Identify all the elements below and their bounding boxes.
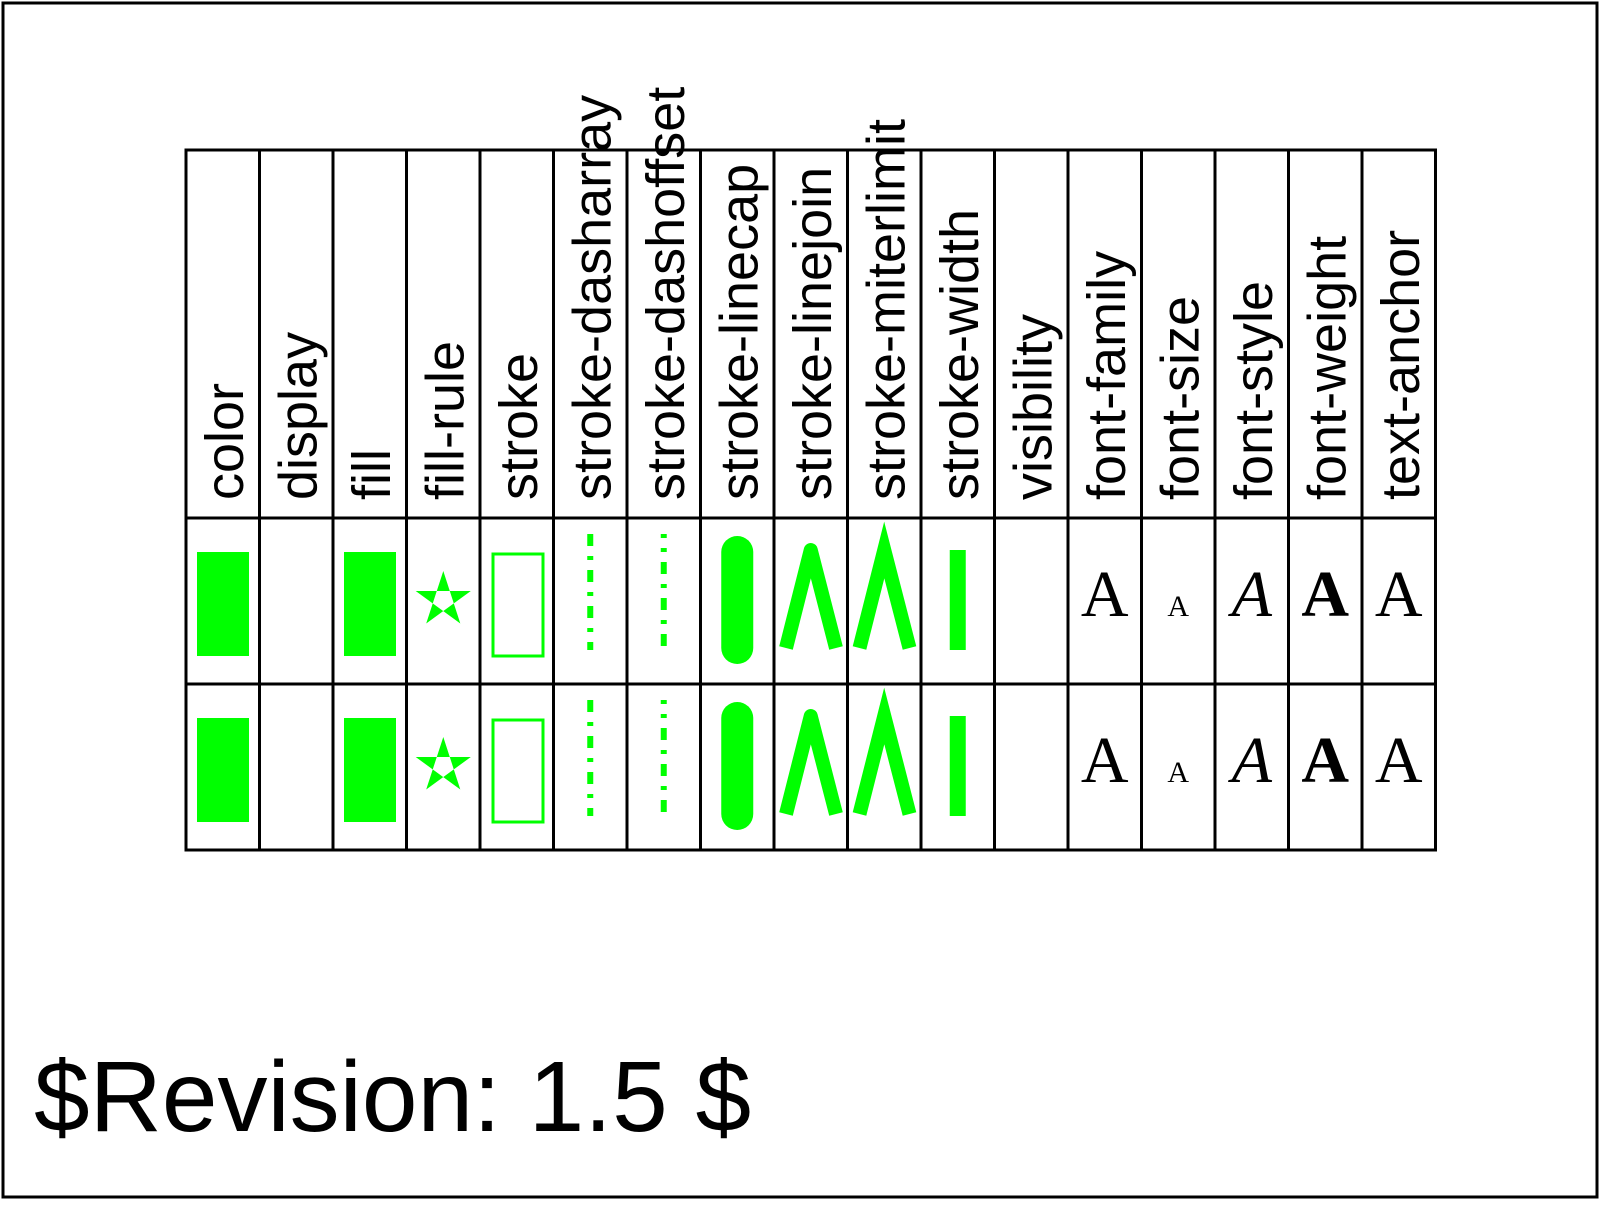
header-fill-rule: fill-rule <box>415 341 475 500</box>
color-sample <box>197 552 249 656</box>
color-sample <box>197 718 249 822</box>
miterlimit-sample <box>852 521 917 650</box>
header-stroke-dasharray: stroke-dasharray <box>562 95 622 500</box>
header-font-size: font-size <box>1150 296 1210 500</box>
header-color: color <box>195 383 255 500</box>
linejoin-sample <box>779 709 843 816</box>
revision-label: $Revision: 1.5 $ <box>34 1041 751 1153</box>
linejoin-sample <box>779 543 843 650</box>
font-weight-sample: A <box>1301 724 1349 797</box>
font-family-sample: A <box>1081 724 1129 797</box>
fill-sample <box>344 552 396 656</box>
font-size-sample: A <box>1167 590 1189 623</box>
header-stroke-dashoffset: stroke-dashoffset <box>636 87 696 500</box>
stroke-sample <box>491 552 545 658</box>
miterlimit-sample <box>852 687 917 816</box>
header-stroke: stroke <box>489 353 549 500</box>
property-table: color display fill fill-rule stroke stroke-da… <box>184 87 1437 852</box>
text-anchor-sample: A <box>1375 558 1423 631</box>
header-display: display <box>268 332 328 500</box>
header-stroke-linecap: stroke-linecap <box>709 164 769 500</box>
stroke-sample <box>491 718 545 824</box>
font-style-sample: A <box>1228 558 1273 631</box>
header-fill: fill <box>342 449 402 500</box>
header-font-style: font-style <box>1224 281 1284 500</box>
font-style-sample: A <box>1228 724 1273 797</box>
header-visibility: visibility <box>1003 314 1063 500</box>
header-font-family: font-family <box>1077 251 1137 500</box>
header-stroke-width: stroke-width <box>930 209 990 500</box>
fill-rule-star <box>415 571 471 624</box>
table-frame <box>184 148 1437 852</box>
header-stroke-linejoin: stroke-linejoin <box>783 167 843 500</box>
header-font-weight: font-weight <box>1297 236 1357 500</box>
fill-sample <box>344 718 396 822</box>
font-weight-sample: A <box>1301 558 1349 631</box>
font-size-sample: A <box>1167 756 1189 789</box>
text-anchor-sample: A <box>1375 724 1423 797</box>
font-family-sample: A <box>1081 558 1129 631</box>
fill-rule-star <box>415 737 471 790</box>
header-text-anchor: text-anchor <box>1371 230 1431 500</box>
header-stroke-miterlimit: stroke-miterlimit <box>856 119 916 500</box>
